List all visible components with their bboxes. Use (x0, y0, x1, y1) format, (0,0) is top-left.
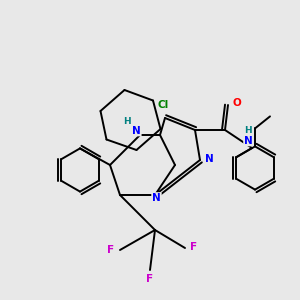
Text: F: F (107, 245, 115, 255)
Text: H: H (244, 126, 252, 135)
Text: F: F (190, 242, 198, 251)
Text: N: N (244, 136, 253, 146)
Text: N: N (132, 125, 141, 136)
Text: F: F (146, 274, 154, 284)
Text: N: N (152, 193, 161, 203)
Text: H: H (124, 117, 131, 126)
Text: O: O (232, 98, 241, 109)
Text: N: N (205, 154, 213, 164)
Text: Cl: Cl (158, 100, 169, 110)
